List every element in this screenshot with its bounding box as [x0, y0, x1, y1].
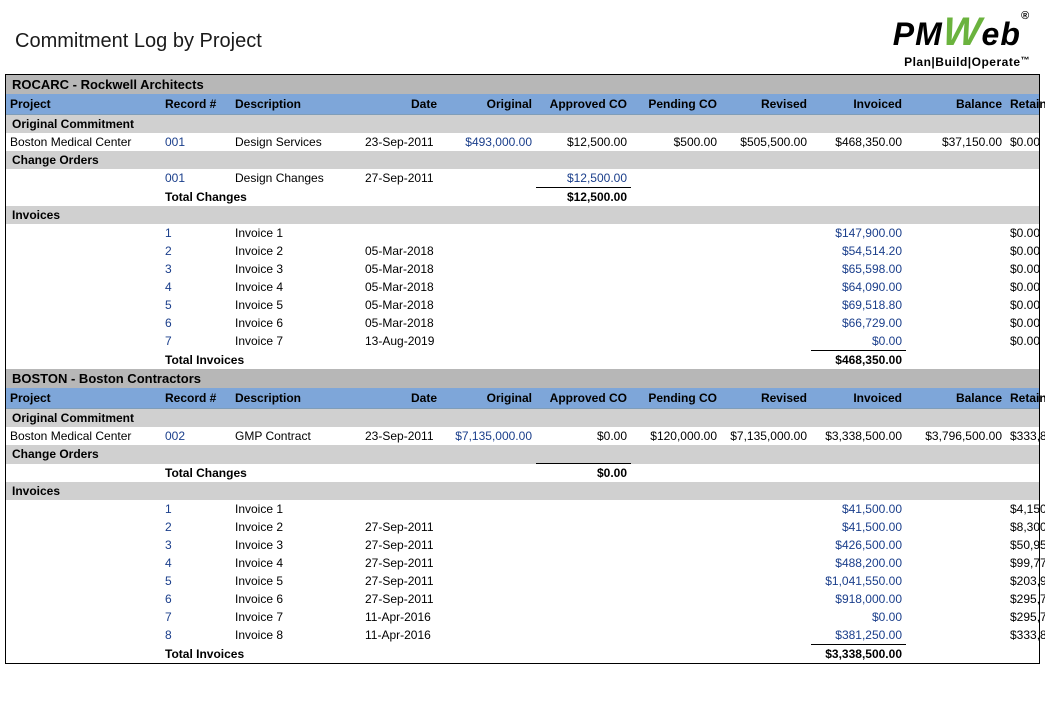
group-header: BOSTON - Boston Contractors — [6, 369, 1039, 388]
record-link[interactable]: 001 — [165, 135, 185, 149]
invoice-row: 7Invoice 711-Apr-2016$0.00$295,725.00 — [6, 608, 1039, 626]
column-header: Description — [231, 388, 361, 409]
column-header: Date — [361, 94, 441, 115]
invoice-row: 1Invoice 1$41,500.00$4,150.00 — [6, 500, 1039, 518]
commitment-row: Boston Medical Center001Design Services2… — [6, 133, 1039, 151]
group-table: ProjectRecord #DescriptionDateOriginalAp… — [6, 388, 1039, 663]
record-link[interactable]: 2 — [165, 520, 172, 534]
invoice-row: 6Invoice 605-Mar-2018$66,729.00$0.00 — [6, 314, 1039, 332]
total-changes-row: Total Changes$0.00 — [6, 464, 1039, 483]
column-header: Retained — [1006, 94, 1039, 115]
invoice-row: 2Invoice 205-Mar-2018$54,514.20$0.00 — [6, 242, 1039, 260]
commitment-row: Boston Medical Center002GMP Contract23-S… — [6, 427, 1039, 445]
logo-main: PMWeb® — [893, 10, 1030, 55]
column-header: Project — [6, 388, 161, 409]
section-original-commitment: Original Commitment — [6, 115, 1039, 134]
invoice-row: 6Invoice 627-Sep-2011$918,000.00$295,725… — [6, 590, 1039, 608]
report-body: ROCARC - Rockwell ArchitectsProjectRecor… — [5, 74, 1040, 664]
column-header: Pending CO — [631, 94, 721, 115]
column-header: Original — [441, 388, 536, 409]
change-order-row: 001Design Changes27-Sep-2011$12,500.00 — [6, 169, 1039, 188]
record-link[interactable]: 6 — [165, 592, 172, 606]
logo: PMWeb® Plan|Build|Operate™ — [893, 10, 1030, 69]
record-link[interactable]: 001 — [165, 171, 185, 185]
total-changes-row: Total Changes$12,500.00 — [6, 188, 1039, 207]
invoice-row: 4Invoice 427-Sep-2011$488,200.00$99,770.… — [6, 554, 1039, 572]
report-header: Commitment Log by Project PMWeb® Plan|Bu… — [0, 0, 1045, 74]
column-header: Description — [231, 94, 361, 115]
logo-part-eb: eb — [982, 16, 1021, 52]
record-link[interactable]: 3 — [165, 538, 172, 552]
column-header: Retained — [1006, 388, 1039, 409]
group-header: ROCARC - Rockwell Architects — [6, 75, 1039, 94]
registered-icon: ® — [1021, 10, 1030, 22]
column-header: Revised — [721, 94, 811, 115]
record-link[interactable]: 4 — [165, 280, 172, 294]
column-header: Record # — [161, 94, 231, 115]
column-header: Revised — [721, 388, 811, 409]
section-change-orders: Change Orders — [6, 151, 1039, 169]
column-header: Invoiced — [811, 94, 906, 115]
group-table: ProjectRecord #DescriptionDateOriginalAp… — [6, 94, 1039, 369]
column-header: Record # — [161, 388, 231, 409]
column-header: Balance — [906, 388, 1006, 409]
column-header-row: ProjectRecord #DescriptionDateOriginalAp… — [6, 388, 1039, 409]
record-link[interactable]: 2 — [165, 244, 172, 258]
record-link[interactable]: 002 — [165, 429, 185, 443]
record-link[interactable]: 5 — [165, 574, 172, 588]
column-header: Approved CO — [536, 94, 631, 115]
record-link[interactable]: 1 — [165, 226, 172, 240]
record-link[interactable]: 3 — [165, 262, 172, 276]
column-header: Project — [6, 94, 161, 115]
section-change-orders: Change Orders — [6, 445, 1039, 464]
invoice-row: 4Invoice 405-Mar-2018$64,090.00$0.00 — [6, 278, 1039, 296]
invoice-row: 5Invoice 505-Mar-2018$69,518.80$0.00 — [6, 296, 1039, 314]
logo-part-pm: PM — [893, 16, 943, 52]
record-link[interactable]: 8 — [165, 628, 172, 642]
record-link[interactable]: 1 — [165, 502, 172, 516]
column-header: Pending CO — [631, 388, 721, 409]
section-invoices: Invoices — [6, 206, 1039, 224]
invoice-row: 7Invoice 713-Aug-2019$0.00$0.00 — [6, 332, 1039, 351]
column-header: Original — [441, 94, 536, 115]
record-link[interactable]: 7 — [165, 610, 172, 624]
record-link[interactable]: 6 — [165, 316, 172, 330]
column-header-row: ProjectRecord #DescriptionDateOriginalAp… — [6, 94, 1039, 115]
record-link[interactable]: 7 — [165, 334, 172, 348]
invoice-row: 5Invoice 527-Sep-2011$1,041,550.00$203,9… — [6, 572, 1039, 590]
page-title: Commitment Log by Project — [15, 10, 262, 53]
logo-part-w: W — [941, 10, 984, 55]
record-link[interactable]: 4 — [165, 556, 172, 570]
column-header: Date — [361, 388, 441, 409]
record-link[interactable]: 5 — [165, 298, 172, 312]
section-original-commitment: Original Commitment — [6, 409, 1039, 428]
trademark-icon: ™ — [1021, 55, 1031, 65]
invoice-row: 8Invoice 811-Apr-2016$381,250.00$333,850… — [6, 626, 1039, 645]
section-invoices: Invoices — [6, 482, 1039, 500]
column-header: Invoiced — [811, 388, 906, 409]
column-header: Approved CO — [536, 388, 631, 409]
invoice-row: 3Invoice 305-Mar-2018$65,598.00$0.00 — [6, 260, 1039, 278]
invoice-row: 2Invoice 227-Sep-2011$41,500.00$8,300.00 — [6, 518, 1039, 536]
invoice-row: 3Invoice 327-Sep-2011$426,500.00$50,950.… — [6, 536, 1039, 554]
logo-tagline: Plan|Build|Operate™ — [893, 55, 1030, 69]
total-invoices-row: Total Invoices$468,350.00 — [6, 351, 1039, 370]
total-invoices-row: Total Invoices$3,338,500.00 — [6, 645, 1039, 664]
invoice-row: 1Invoice 1$147,900.00$0.00 — [6, 224, 1039, 242]
column-header: Balance — [906, 94, 1006, 115]
